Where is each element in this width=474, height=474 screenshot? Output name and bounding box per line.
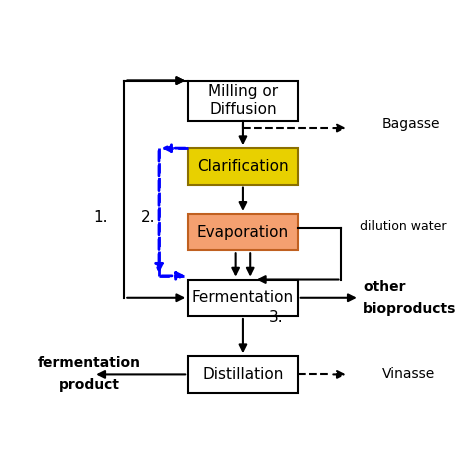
Text: 1.: 1. [93, 210, 108, 225]
Text: bioproducts: bioproducts [364, 302, 457, 316]
FancyBboxPatch shape [188, 214, 298, 250]
Text: Clarification: Clarification [197, 159, 289, 174]
Text: other: other [364, 280, 406, 294]
Text: Vinasse: Vinasse [382, 367, 435, 382]
Text: Fermentation: Fermentation [192, 290, 294, 305]
FancyBboxPatch shape [188, 356, 298, 392]
Text: Evaporation: Evaporation [197, 225, 289, 239]
Text: Bagasse: Bagasse [382, 118, 440, 131]
FancyBboxPatch shape [188, 280, 298, 316]
Text: product: product [59, 378, 120, 392]
Text: 2.: 2. [141, 210, 155, 225]
Text: fermentation: fermentation [38, 356, 141, 371]
Text: dilution water: dilution water [360, 220, 446, 233]
Text: 3.: 3. [268, 310, 283, 325]
Text: Distillation: Distillation [202, 367, 283, 382]
Text: Milling or
Diffusion: Milling or Diffusion [208, 84, 278, 117]
FancyBboxPatch shape [188, 81, 298, 121]
FancyBboxPatch shape [188, 148, 298, 185]
